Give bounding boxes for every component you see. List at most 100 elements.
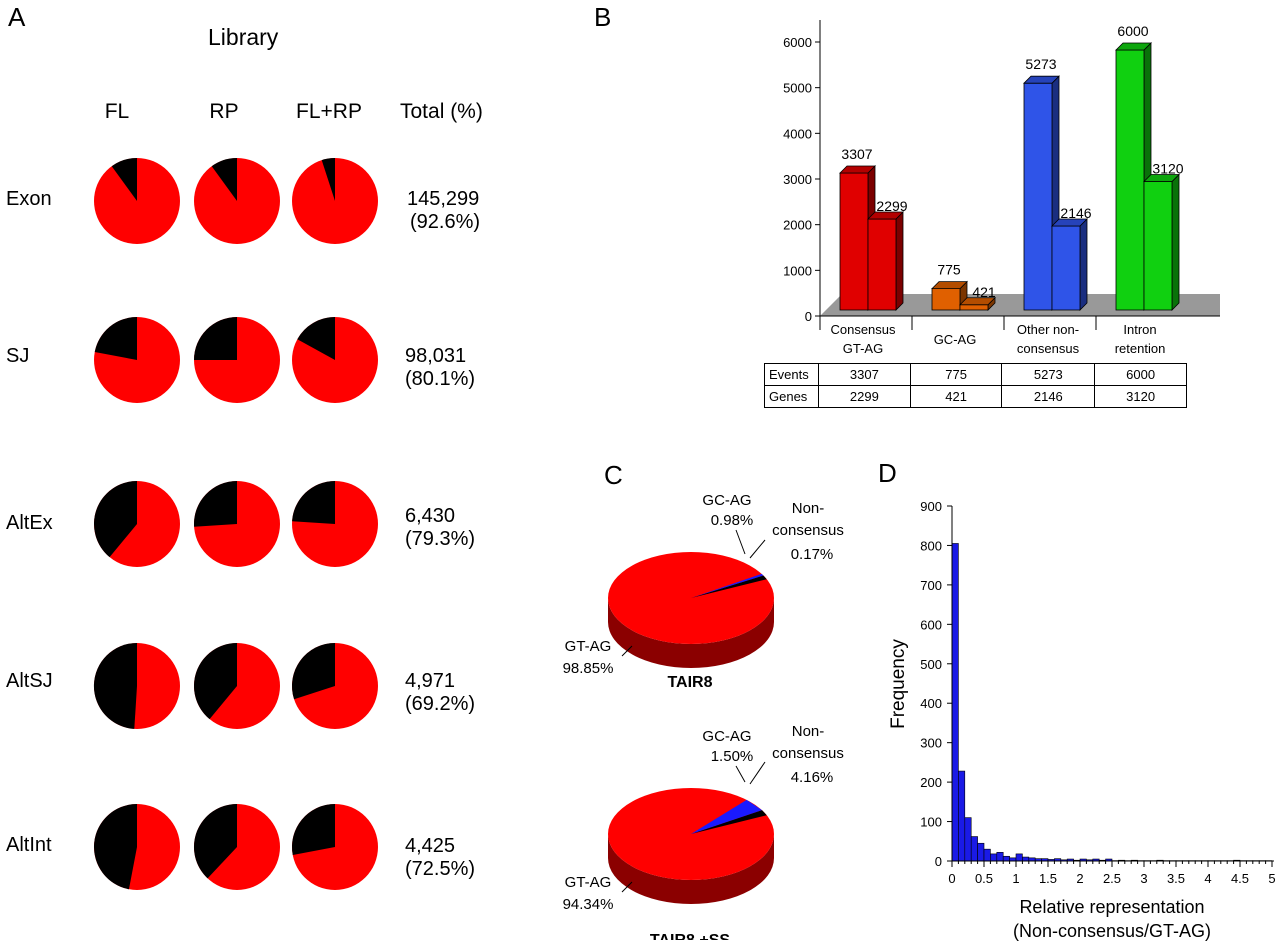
bar-top <box>1051 218 1088 227</box>
table-cell: 3120 <box>1094 385 1187 408</box>
pie-slice-black <box>94 317 137 360</box>
gcag-percent: 1.50% <box>711 748 754 765</box>
panel-b-data-table: Events 3307 775 5273 6000 Genes 2299 421… <box>764 363 1187 408</box>
bar-top <box>1143 174 1180 182</box>
nonconsensus-label: Non- <box>792 500 825 517</box>
bar <box>931 288 961 311</box>
pie-slice-nonconsensus <box>691 573 764 598</box>
pie-slice-black <box>93 642 137 729</box>
category-label-intron: Intron retention <box>1094 320 1186 358</box>
total-percent: (79.3%) <box>405 528 476 550</box>
histogram-bar <box>958 770 966 862</box>
gtag-percent: 94.34% <box>563 896 614 913</box>
table-cell: 6000 <box>1094 363 1187 386</box>
gcag-percent: 0.98% <box>711 512 754 529</box>
pie-side <box>608 598 774 668</box>
histogram-bar <box>996 852 1004 862</box>
total-exon: 145,299 (92.6%) <box>407 188 480 234</box>
histogram-bar <box>1015 853 1023 862</box>
x-axis-label: Relative representation <box>1019 897 1204 917</box>
nonconsensus-label: Non- <box>792 723 825 740</box>
bar-value-label: 421 <box>972 284 996 300</box>
y-tick-label: 400 <box>920 696 942 711</box>
row-label-sj: SJ <box>6 345 30 367</box>
y-tick-label: 1000 <box>783 263 812 278</box>
pie-side <box>608 834 774 904</box>
pie-slice-black <box>194 643 237 720</box>
leader-line <box>621 645 633 657</box>
bar <box>959 304 989 311</box>
total-percent: (72.5%) <box>405 858 476 880</box>
bar-value-label: 6000 <box>1117 23 1148 39</box>
x-tick-label: 1 <box>1012 871 1019 886</box>
histogram-bar <box>970 836 978 862</box>
histogram-bar <box>977 842 985 862</box>
column-header-fl: FL <box>104 100 130 123</box>
x-tick-label: 3.5 <box>1167 871 1185 886</box>
bar-side <box>895 211 904 311</box>
leader-line <box>735 529 746 555</box>
bar-top <box>931 281 968 290</box>
y-tick-label: 700 <box>920 578 942 593</box>
x-tick-label: 3 <box>1140 871 1147 886</box>
gtag-percent: 98.85% <box>563 660 614 677</box>
category-label-line: Intron <box>1123 322 1157 337</box>
bar-value-label: 3307 <box>841 146 872 162</box>
total-value: 98,031 <box>405 345 467 367</box>
category-label-line: Consensus <box>830 322 896 337</box>
panel-b-letter: B <box>594 2 612 32</box>
row-label-exon: Exon <box>6 188 52 210</box>
pie-slice-gcag <box>691 575 767 598</box>
histogram-bar <box>951 543 959 862</box>
bar <box>1051 225 1081 311</box>
y-tick-label: 500 <box>920 657 942 672</box>
y-tick-label: 2000 <box>783 218 812 233</box>
row-label-altsj: AltSJ <box>6 670 53 692</box>
table-row: Events 3307 775 5273 6000 <box>764 363 1187 386</box>
category-label-gcag: GC-AG <box>910 330 1000 349</box>
panel-a-letter: A <box>8 2 26 32</box>
y-tick-label: 900 <box>920 499 942 514</box>
pie-slice-black <box>211 158 237 201</box>
panel-b-bar-chart: 0 1000 2000 3000 4000 5000 6000 3307 2299 775 421 5… <box>783 20 1220 330</box>
bar <box>1115 49 1145 311</box>
total-altint: 4,425 (72.5%) <box>405 835 475 881</box>
total-value: 6,430 <box>405 505 456 527</box>
category-label-line: GC-AG <box>933 332 977 347</box>
x-tick-label: 5 <box>1268 871 1275 886</box>
y-tick-label: 600 <box>920 617 942 632</box>
x-axis-label: (Non-consensus/GT-AG) <box>1013 921 1211 941</box>
bar <box>1143 181 1173 311</box>
pie-slice-black <box>292 481 335 524</box>
y-tick-label: 100 <box>920 815 942 830</box>
pie-slice-black <box>194 317 237 360</box>
x-tick-label: 0 <box>948 871 955 886</box>
total-sj: 98,031 (80.1%) <box>405 345 475 391</box>
pie-title: TAIR8 +SS <box>650 932 731 940</box>
pie-slice-gcag <box>691 810 767 834</box>
total-percent: (69.2%) <box>405 693 476 715</box>
bar-value-label: 2299 <box>876 198 907 214</box>
table-row: Genes 2299 421 2146 3120 <box>764 385 1187 408</box>
x-tick-label: 0.5 <box>975 871 993 886</box>
y-axis-label: Frequency <box>888 639 909 729</box>
table-cell: 2146 <box>1001 385 1096 408</box>
y-tick-label: 6000 <box>783 35 812 50</box>
y-tick-label: 0 <box>805 309 812 324</box>
histogram-bar <box>990 853 998 862</box>
column-header-flrp: FL+RP <box>296 100 362 123</box>
total-value: 4,971 <box>405 670 456 692</box>
pie-slice-black <box>94 481 137 558</box>
total-value: 145,299 <box>407 188 480 210</box>
histogram-bar <box>983 848 991 862</box>
bar-top <box>867 211 904 220</box>
leader-line <box>749 539 766 559</box>
category-label-line: consensus <box>1016 341 1080 356</box>
column-header-rp: RP <box>209 100 239 123</box>
nonconsensus-percent: 4.16% <box>791 769 834 786</box>
bar <box>1023 82 1053 311</box>
pie-slice-nonconsensus <box>691 799 763 834</box>
row-label-altint: AltInt <box>6 834 52 856</box>
bar-value-label: 3120 <box>1152 161 1183 177</box>
total-altsj: 4,971 (69.2%) <box>405 670 475 716</box>
